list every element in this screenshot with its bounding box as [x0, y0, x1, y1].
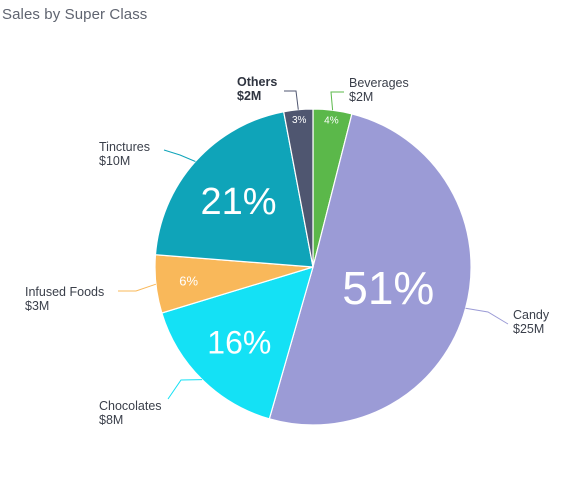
pie-percent-labels: 4% 51% 16% 6% 21% 3%	[179, 115, 434, 360]
pie-leader-lines	[118, 90, 509, 400]
slice-name-infused-foods: Infused Foods	[25, 285, 104, 299]
slice-name-others: Others	[237, 75, 277, 89]
leader-line-beverages	[330, 91, 344, 111]
percent-label-candy: 51%	[342, 262, 434, 314]
pie-outside-labels: Beverages$2MCandy$25MChocolates$8MInfuse…	[25, 75, 550, 427]
slice-value-beverages: $2M	[349, 90, 373, 104]
slice-value-tinctures: $10M	[99, 154, 130, 168]
percent-label-others: 3%	[292, 115, 307, 126]
leader-line-candy	[465, 307, 509, 325]
pie-slice-chocolates[interactable]	[161, 266, 314, 420]
slice-value-infused-foods: $3M	[25, 299, 49, 313]
leader-line-others	[284, 90, 299, 110]
percent-label-tinctures: 21%	[200, 181, 276, 223]
slice-value-chocolates: $8M	[99, 413, 123, 427]
slice-name-beverages: Beverages	[349, 76, 409, 90]
percent-label-infused-foods: 6%	[179, 273, 198, 288]
slice-name-chocolates: Chocolates	[99, 399, 162, 413]
percent-label-beverages: 4%	[324, 116, 339, 127]
leader-line-tinctures	[163, 149, 196, 162]
pie-slices	[154, 108, 472, 426]
slice-value-others: $2M	[237, 89, 261, 103]
slice-name-candy: Candy	[513, 308, 550, 322]
leader-line-chocolates	[167, 379, 203, 400]
slice-name-tinctures: Tinctures	[99, 140, 150, 154]
percent-label-chocolates: 16%	[207, 324, 271, 360]
leader-line-infused-foods	[118, 283, 157, 292]
chart-title: Sales by Super Class	[2, 6, 148, 23]
slice-value-candy: $25M	[513, 322, 544, 336]
